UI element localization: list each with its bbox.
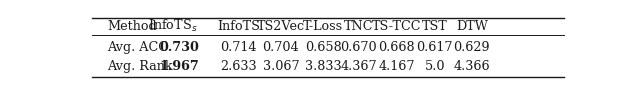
Text: 4.366: 4.366 (454, 61, 490, 74)
Text: TS-TCC: TS-TCC (372, 20, 421, 32)
Text: 4.167: 4.167 (378, 61, 415, 74)
Text: TNC: TNC (344, 20, 374, 32)
Text: 4.367: 4.367 (340, 61, 377, 74)
Text: 0.629: 0.629 (454, 42, 490, 54)
Text: 2.633: 2.633 (220, 61, 257, 74)
Text: InfoTS: InfoTS (218, 20, 260, 32)
Text: 3.833: 3.833 (305, 61, 341, 74)
Text: 0.670: 0.670 (340, 42, 377, 54)
Text: 0.704: 0.704 (262, 42, 299, 54)
Text: InfoTS$_s$: InfoTS$_s$ (148, 18, 198, 34)
Text: TS2Vec: TS2Vec (257, 20, 305, 32)
Text: 0.714: 0.714 (220, 42, 257, 54)
Text: Method: Method (108, 20, 157, 32)
Text: 1.967: 1.967 (159, 61, 199, 74)
Text: TST: TST (422, 20, 447, 32)
Text: Avg. ACC: Avg. ACC (108, 42, 168, 54)
Text: T-Loss: T-Loss (303, 20, 343, 32)
Text: 3.067: 3.067 (262, 61, 299, 74)
Text: 0.668: 0.668 (378, 42, 415, 54)
Text: 0.658: 0.658 (305, 42, 341, 54)
Text: DTW: DTW (456, 20, 488, 32)
Text: 0.617: 0.617 (417, 42, 453, 54)
Text: 0.730: 0.730 (159, 42, 199, 54)
Text: Avg. Rank: Avg. Rank (108, 61, 173, 74)
Text: 5.0: 5.0 (424, 61, 445, 74)
